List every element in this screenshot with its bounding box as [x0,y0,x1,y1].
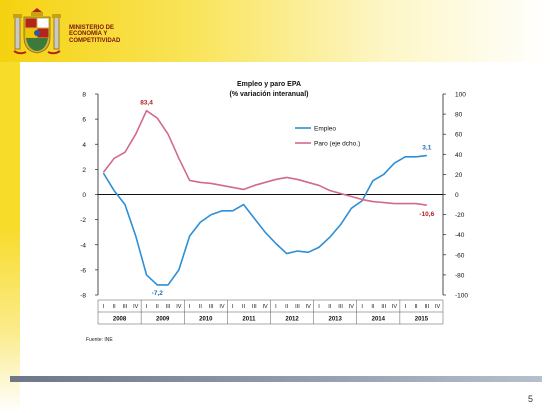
x-year-label: 2011 [242,317,256,323]
chart-series [102,109,427,286]
x-year-label: 2014 [372,317,386,323]
header-bar [0,0,550,62]
y-right-tick-label: 80 [455,112,463,119]
x-quarter-label: III [123,304,128,310]
y-right-tick-label: -80 [455,272,465,279]
x-quarter-label: IV [435,304,441,310]
x-quarter-label: I [232,304,234,310]
data-label: -7,2 [152,290,164,297]
chart-title: Empleo y paro EPA [237,81,301,88]
x-year-label: 2010 [199,317,213,323]
ministry-name: MINISTERIO DE ECONOMÍA Y COMPETITIVIDAD [69,25,121,44]
y-right-tick-label: -20 [455,212,465,219]
y-left-tick-label: 0 [82,192,86,199]
legend-label-paro: Paro (eje dcho.) [314,141,360,148]
x-quarter-label: III [252,304,257,310]
x-year-label: 2012 [285,317,299,323]
x-quarter-label: III [209,304,214,310]
x-quarter-label: IV [176,304,182,310]
x-quarter-label: I [405,304,407,310]
x-year-label: 2015 [415,317,429,323]
y-left-tick-label: 4 [82,142,86,149]
chart-subtitle: (% variación interanual) [230,91,309,98]
chart-labels: 83,4 -7,2 3,1 -10,6 [140,100,434,297]
x-quarter-label: I [361,304,363,310]
y-right-tick-label: -40 [455,232,465,239]
legend-label-empleo: Empleo [314,126,336,133]
x-quarter-label: II [156,304,160,310]
data-label: 83,4 [140,100,153,107]
y-left-tick-label: 2 [82,167,86,174]
x-quarter-label: III [425,304,430,310]
y-left-tick-label: -4 [80,242,86,249]
y-right-tick-label: 60 [455,132,463,139]
x-quarter-label: III [381,304,386,310]
x-quarter-label: IV [306,304,312,310]
y-right-tick-label: -100 [455,293,468,300]
x-quarter-label: II [199,304,203,310]
x-quarter-label: II [113,304,117,310]
x-year-label: 2009 [156,317,170,323]
x-quarter-label: II [242,304,246,310]
page-number: 5 [528,394,534,404]
x-quarter-label: I [189,304,191,310]
footer-bar [10,376,542,382]
x-quarter-label: I [318,304,320,310]
x-quarter-label: I [103,304,105,310]
x-quarter-label: III [166,304,171,310]
y-left-tick-label: 8 [82,92,86,99]
x-quarter-label: IV [219,304,225,310]
x-quarter-label: IV [263,304,269,310]
x-quarter-label: II [371,304,375,310]
series-line-empleo [102,154,427,286]
x-quarter-label: II [285,304,289,310]
x-quarter-label: I [146,304,148,310]
y-right-tick-label: 0 [455,192,459,199]
x-quarter-label: IV [392,304,398,310]
left-yellow-band [0,0,20,413]
x-quarter-label: I [275,304,277,310]
chart-legend: Empleo Paro (eje dcho.) [295,126,360,148]
x-year-label: 2008 [113,317,127,323]
chart-axes: 86420-2-4-6-8100806040200-20-40-60-80-10… [80,92,468,325]
x-quarter-label: IV [133,304,139,310]
y-right-tick-label: 40 [455,152,463,159]
x-quarter-label: II [328,304,332,310]
source-note: Fuente: INE [86,337,113,343]
y-left-tick-label: -6 [80,267,86,274]
data-label: 3,1 [422,145,431,152]
x-quarter-label: III [295,304,300,310]
y-right-tick-label: 100 [455,92,466,99]
y-right-tick-label: -60 [455,252,465,259]
x-quarter-label: IV [349,304,355,310]
x-quarter-label: II [415,304,419,310]
y-left-tick-label: -8 [80,293,86,300]
data-label: -10,6 [419,211,434,218]
y-left-tick-label: -2 [80,217,86,224]
y-right-tick-label: 20 [455,172,463,179]
y-left-tick-label: 6 [82,117,86,124]
x-quarter-label: III [338,304,343,310]
series-line-paro [102,109,427,206]
coat-of-arms-logo [13,8,61,55]
x-year-label: 2013 [329,317,343,323]
